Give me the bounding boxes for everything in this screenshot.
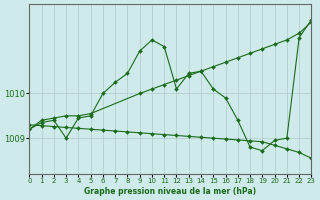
X-axis label: Graphe pression niveau de la mer (hPa): Graphe pression niveau de la mer (hPa): [84, 187, 256, 196]
